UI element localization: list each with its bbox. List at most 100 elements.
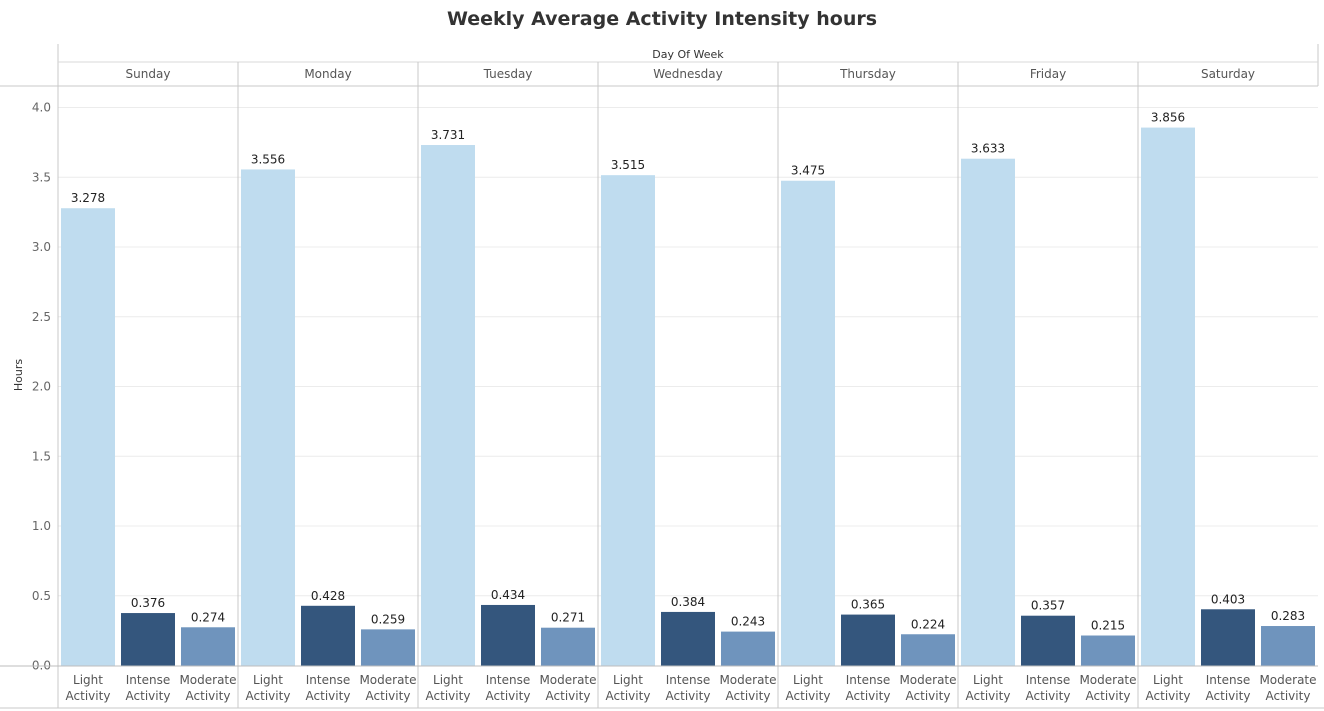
data-label: 0.274 [191, 610, 225, 624]
data-label: 0.243 [731, 615, 765, 629]
y-tick-label: 2.5 [32, 310, 51, 324]
bar-wednesday-moderate [721, 631, 775, 666]
day-header-sunday: Sunday [126, 67, 171, 81]
x-tick-label: Moderate [899, 673, 956, 687]
x-tick-label: Activity [186, 689, 231, 703]
y-tick-label: 3.5 [32, 170, 51, 184]
x-tick-label: Activity [1266, 689, 1311, 703]
x-tick-label: Moderate [719, 673, 776, 687]
y-tick-label: 1.5 [32, 449, 51, 463]
x-tick-label: Activity [246, 689, 291, 703]
bar-wednesday-intense [661, 611, 715, 666]
x-tick-label: Light [613, 673, 643, 687]
day-header-thursday: Thursday [839, 67, 896, 81]
x-tick-label: Light [73, 673, 103, 687]
y-axis-title: Hours [12, 359, 25, 391]
x-tick-label: Moderate [1259, 673, 1316, 687]
x-tick-label: Activity [1086, 689, 1131, 703]
data-label: 0.428 [311, 589, 345, 603]
x-tick-label: Intense [1206, 673, 1250, 687]
bar-sunday-moderate [181, 627, 235, 666]
x-tick-label: Activity [906, 689, 951, 703]
bar-sunday-intense [121, 613, 175, 666]
x-tick-label: Light [433, 673, 463, 687]
x-tick-label: Activity [126, 689, 171, 703]
bar-tuesday-intense [481, 604, 535, 666]
data-label: 3.856 [1151, 111, 1185, 125]
y-tick-label: 4.0 [32, 101, 51, 115]
y-tick-label: 3.0 [32, 240, 51, 254]
data-label: 3.515 [611, 158, 645, 172]
bar-saturday-light [1141, 127, 1195, 666]
data-label: 3.633 [971, 142, 1005, 156]
x-tick-label: Activity [1146, 689, 1191, 703]
chart-title: Weekly Average Activity Intensity hours [446, 8, 878, 30]
bar-friday-intense [1021, 615, 1075, 666]
x-tick-label: Intense [126, 673, 170, 687]
x-tick-label: Activity [546, 689, 591, 703]
data-label: 3.475 [791, 164, 825, 178]
bar-wednesday-light [601, 175, 655, 666]
x-tick-label: Intense [846, 673, 890, 687]
x-tick-label: Intense [666, 673, 710, 687]
x-tick-label: Intense [1026, 673, 1070, 687]
x-tick-label: Light [1153, 673, 1183, 687]
x-tick-label: Light [793, 673, 823, 687]
x-tick-label: Activity [366, 689, 411, 703]
data-label: 0.403 [1211, 592, 1245, 606]
data-label: 3.731 [431, 128, 465, 142]
data-label: 0.271 [551, 611, 585, 625]
bar-monday-moderate [361, 629, 415, 666]
day-header-saturday: Saturday [1201, 67, 1255, 81]
data-label: 0.357 [1031, 599, 1065, 613]
x-tick-label: Activity [66, 689, 111, 703]
day-header-monday: Monday [304, 67, 351, 81]
x-tick-label: Light [253, 673, 283, 687]
x-tick-label: Intense [306, 673, 350, 687]
bar-thursday-intense [841, 614, 895, 666]
x-tick-label: Activity [1026, 689, 1071, 703]
day-header-tuesday: Tuesday [483, 67, 533, 81]
data-label: 0.384 [671, 595, 705, 609]
data-label: 3.556 [251, 152, 285, 166]
bar-sunday-light [61, 208, 115, 666]
bar-saturday-moderate [1261, 626, 1315, 666]
bar-thursday-light [781, 180, 835, 666]
data-label: 0.365 [851, 598, 885, 612]
x-tick-label: Moderate [1079, 673, 1136, 687]
bar-friday-moderate [1081, 635, 1135, 666]
y-tick-label: 0.5 [32, 589, 51, 603]
bar-thursday-moderate [901, 634, 955, 666]
x-tick-label: Activity [666, 689, 711, 703]
data-label: 0.259 [371, 612, 405, 626]
bar-friday-light [961, 158, 1015, 666]
x-tick-label: Activity [726, 689, 771, 703]
x-tick-label: Moderate [179, 673, 236, 687]
day-header-wednesday: Wednesday [653, 67, 722, 81]
x-tick-label: Moderate [359, 673, 416, 687]
x-tick-label: Activity [426, 689, 471, 703]
x-tick-label: Activity [786, 689, 831, 703]
data-label: 0.224 [911, 617, 945, 631]
data-label: 0.215 [1091, 619, 1125, 633]
x-tick-label: Activity [606, 689, 651, 703]
bar-monday-light [241, 169, 295, 666]
x-tick-label: Intense [486, 673, 530, 687]
x-tick-label: Activity [306, 689, 351, 703]
x-tick-label: Activity [966, 689, 1011, 703]
x-tick-label: Light [973, 673, 1003, 687]
x-tick-label: Activity [1206, 689, 1251, 703]
bar-tuesday-light [421, 145, 475, 666]
y-tick-label: 2.0 [32, 380, 51, 394]
data-label: 3.278 [71, 191, 105, 205]
x-tick-label: Activity [486, 689, 531, 703]
x-tick-label: Activity [846, 689, 891, 703]
y-tick-label: 1.0 [32, 519, 51, 533]
x-tick-label: Moderate [539, 673, 596, 687]
bar-monday-intense [301, 605, 355, 666]
data-label: 0.434 [491, 588, 525, 602]
bar-tuesday-moderate [541, 627, 595, 666]
column-header-title: Day Of Week [652, 48, 724, 61]
data-label: 0.376 [131, 596, 165, 610]
